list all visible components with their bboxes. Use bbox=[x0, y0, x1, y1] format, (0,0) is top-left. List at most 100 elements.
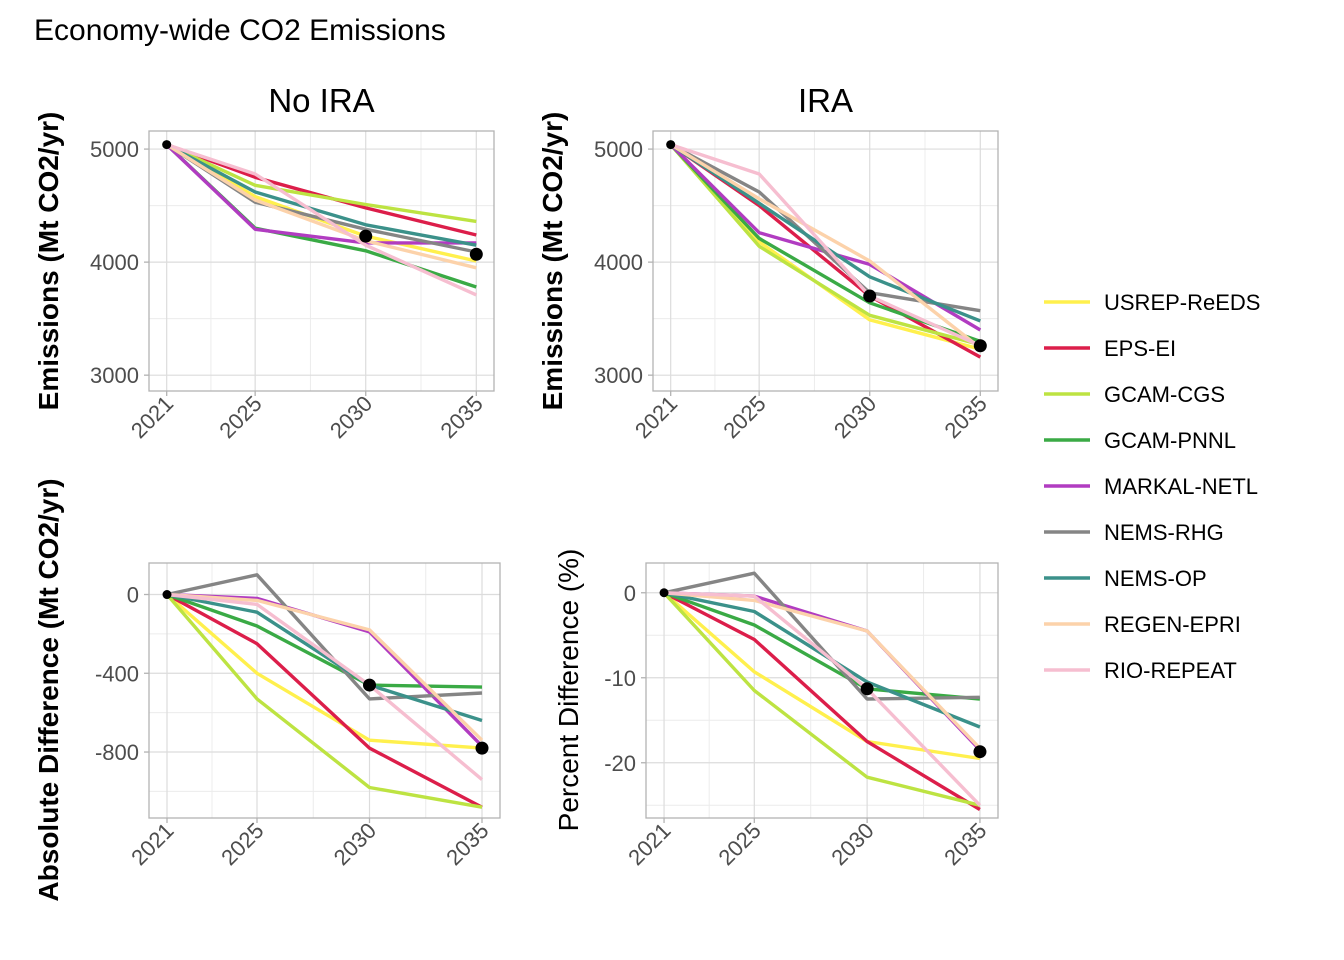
marker-point bbox=[863, 289, 877, 303]
legend-label: RIO-REPEAT bbox=[1104, 658, 1237, 683]
legend-label: GCAM-CGS bbox=[1104, 382, 1225, 407]
series-line-gcam-cgs bbox=[669, 143, 981, 347]
marker-point bbox=[973, 745, 987, 759]
panel-absolute-difference: -800 -400 0 2021 2025 2030 2035 Absolute Differ… bbox=[33, 478, 501, 902]
x-tick-label: 2030 bbox=[826, 818, 878, 870]
marker-point bbox=[666, 140, 676, 150]
y-tick-label: -20 bbox=[604, 751, 636, 776]
series-group bbox=[662, 571, 982, 811]
x-tick-label: 2030 bbox=[829, 391, 881, 443]
marker-point bbox=[363, 678, 376, 692]
chart-title: Economy-wide CO2 Emissions bbox=[34, 14, 446, 47]
x-tick-label: 2021 bbox=[623, 818, 675, 870]
series-line-gcam-cgs bbox=[662, 591, 981, 807]
x-tick-label: 2035 bbox=[940, 391, 992, 443]
series-line-regen-epri bbox=[165, 143, 477, 270]
series-line-regen-epri bbox=[669, 143, 982, 350]
series-line-eps-ei bbox=[166, 593, 483, 809]
series-line-regen-epri bbox=[663, 591, 982, 750]
y-tick-label: 0 bbox=[127, 583, 139, 608]
legend-label: EPS-EI bbox=[1104, 336, 1176, 361]
panel-percent-difference: -20 -10 0 2021 2025 2030 2035 Percent Differenc… bbox=[553, 549, 999, 870]
x-tick-label: 2021 bbox=[126, 391, 178, 443]
panel-strip-title: IRA bbox=[798, 82, 853, 119]
y-tick-label: -400 bbox=[95, 661, 139, 686]
series-line-nems-op bbox=[166, 592, 483, 723]
legend-item: NEMS-OP bbox=[1044, 566, 1207, 591]
y-tick-label: 0 bbox=[624, 581, 636, 606]
legend-item: GCAM-PNNL bbox=[1044, 428, 1236, 453]
marker-point bbox=[162, 140, 172, 150]
y-axis-title: Absolute Difference (Mt CO2/yr) bbox=[33, 478, 64, 901]
series-group bbox=[165, 573, 484, 809]
series-line-usrep-reeds bbox=[165, 593, 483, 750]
x-tick-label: 2035 bbox=[939, 818, 991, 870]
y-tick-label: -10 bbox=[604, 666, 636, 691]
panel-border bbox=[148, 562, 501, 819]
marker-point bbox=[469, 247, 483, 261]
legend-item: MARKAL-NETL bbox=[1044, 474, 1258, 499]
legend-item: USREP-ReEDS bbox=[1044, 290, 1260, 315]
series-line-nems-rhg bbox=[669, 143, 981, 313]
y-tick-label: 3000 bbox=[90, 363, 139, 388]
legend-label: GCAM-PNNL bbox=[1104, 428, 1236, 453]
marker-point bbox=[659, 588, 669, 598]
y-tick-label: -800 bbox=[95, 740, 139, 765]
series-line-rio-repeat bbox=[670, 142, 981, 348]
y-tick-label: 4000 bbox=[90, 250, 139, 275]
x-tick-label: 2025 bbox=[216, 818, 268, 870]
series-line-nems-rhg bbox=[166, 573, 483, 701]
marker-point bbox=[973, 339, 987, 353]
series-line-usrep-reeds bbox=[662, 591, 981, 761]
legend-item: NEMS-RHG bbox=[1044, 520, 1224, 545]
y-tick-label: 5000 bbox=[594, 137, 643, 162]
panel-ira: 3000 4000 5000 2021 2025 2030 2035 IRA Emissions… bbox=[537, 82, 999, 443]
legend-label: USREP-ReEDS bbox=[1104, 290, 1260, 315]
panel-border bbox=[645, 562, 999, 819]
y-axis-title: Percent Difference (%) bbox=[553, 549, 584, 832]
x-tick-label: 2025 bbox=[214, 391, 266, 443]
series-line-gcam-cgs bbox=[165, 593, 483, 809]
series-line-markal-netl bbox=[165, 143, 477, 245]
x-tick-label: 2025 bbox=[714, 818, 766, 870]
panel-border bbox=[652, 130, 999, 392]
legend-item: RIO-REPEAT bbox=[1044, 658, 1237, 683]
marker-point bbox=[162, 590, 172, 600]
legend-label: NEMS-OP bbox=[1104, 566, 1207, 591]
series-line-rio-repeat bbox=[664, 591, 982, 807]
legend-item: GCAM-CGS bbox=[1044, 382, 1225, 407]
panel-border bbox=[148, 130, 495, 392]
marker-point bbox=[475, 741, 489, 755]
panel-strip-title: No IRA bbox=[268, 82, 374, 119]
series-line-nems-op bbox=[663, 591, 981, 729]
x-tick-label: 2025 bbox=[718, 391, 770, 443]
x-tick-label: 2030 bbox=[325, 391, 377, 443]
y-axis-title: Emissions (Mt CO2/yr) bbox=[33, 112, 64, 411]
x-tick-label: 2035 bbox=[436, 391, 488, 443]
legend-label: REGEN-EPRI bbox=[1104, 612, 1241, 637]
series-line-gcam-cgs bbox=[165, 143, 477, 224]
panel-no-ira: 3000 4000 5000 2021 2025 2030 2035 No IRA Emissi… bbox=[33, 82, 495, 443]
series-line-nems-op bbox=[669, 143, 981, 323]
legend-item: EPS-EI bbox=[1044, 336, 1176, 361]
legend-label: MARKAL-NETL bbox=[1104, 474, 1258, 499]
y-axis-title: Emissions (Mt CO2/yr) bbox=[537, 112, 568, 411]
series-line-rio-repeat bbox=[166, 592, 484, 781]
x-tick-label: 2021 bbox=[126, 818, 178, 870]
series-group bbox=[669, 142, 982, 359]
x-tick-label: 2035 bbox=[441, 818, 493, 870]
y-tick-label: 5000 bbox=[90, 137, 139, 162]
series-line-gcam-pnnl bbox=[663, 591, 981, 701]
marker-point bbox=[860, 682, 874, 696]
marker-point bbox=[359, 229, 373, 243]
series-group bbox=[165, 142, 477, 297]
legend: USREP-ReEDS EPS-EI GCAM-CGS GCAM-PNNL MARKAL… bbox=[1044, 290, 1260, 683]
legend-label: NEMS-RHG bbox=[1104, 520, 1224, 545]
y-tick-label: 4000 bbox=[594, 250, 643, 275]
series-line-eps-ei bbox=[663, 591, 981, 811]
series-line-rio-repeat bbox=[166, 142, 477, 297]
series-line-nems-rhg bbox=[663, 571, 980, 701]
x-tick-label: 2021 bbox=[630, 391, 682, 443]
y-tick-label: 3000 bbox=[594, 363, 643, 388]
